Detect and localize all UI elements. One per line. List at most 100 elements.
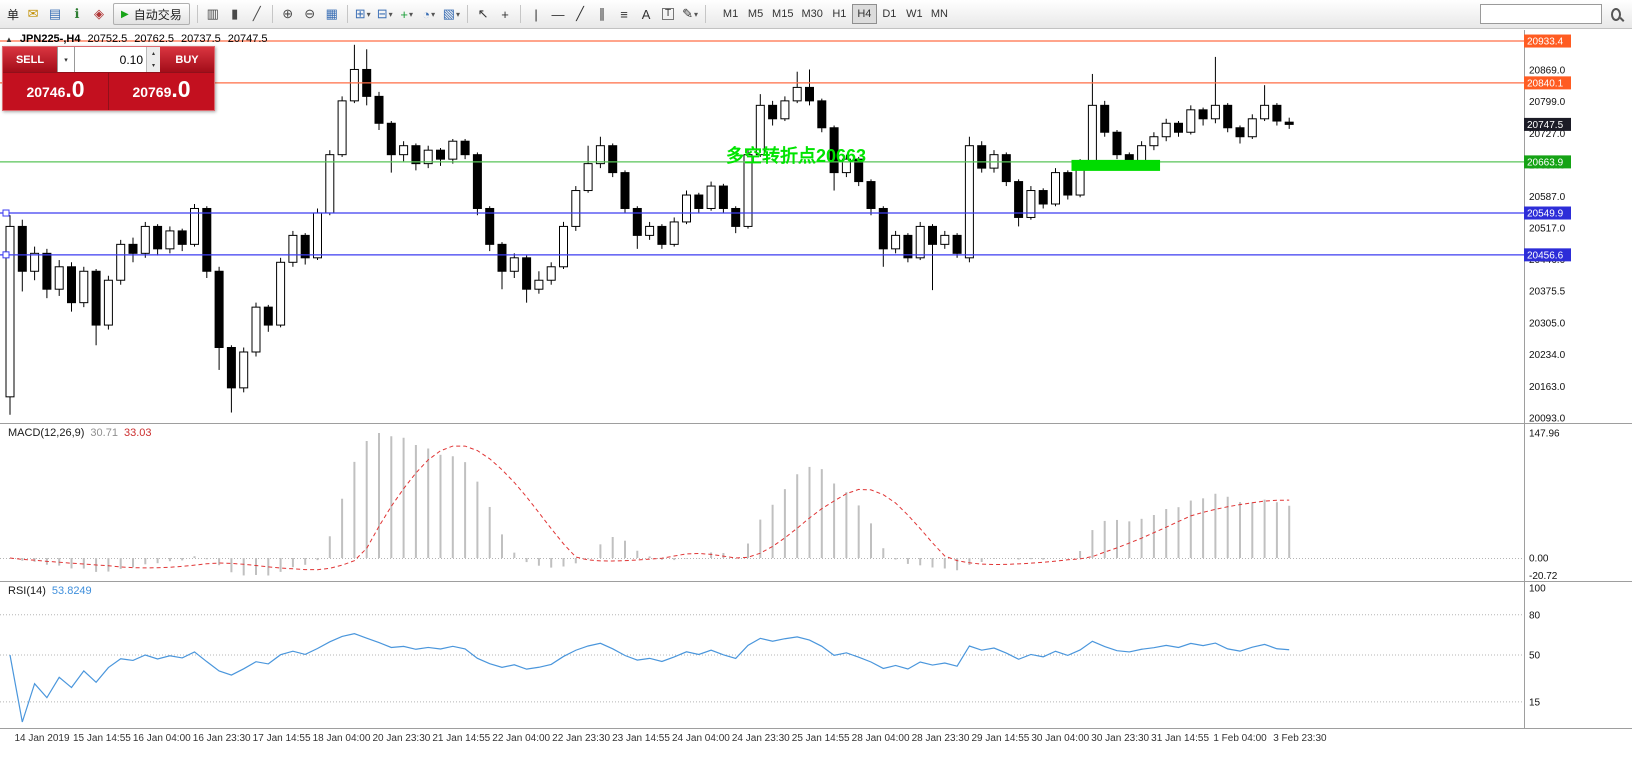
- expert-advisors-icon: ◈: [94, 6, 105, 21]
- templates-icon: ▧: [442, 6, 456, 21]
- toolbar-separator: [271, 5, 273, 23]
- svg-text:20456.6: 20456.6: [1527, 250, 1564, 261]
- sell-price[interactable]: 20746.0: [3, 73, 109, 110]
- one-click-trading-panel: SELL ▾ ▴ ▾ BUY 20746.0 20769.0: [2, 46, 215, 111]
- horizontal-line-icon: —: [551, 6, 565, 22]
- svg-text:20663.9: 20663.9: [1527, 157, 1564, 168]
- timeframe-m5[interactable]: M5: [743, 4, 768, 24]
- chevron-down-icon: ▾: [456, 9, 461, 19]
- rsi-label: RSI(14) 53.8249: [8, 585, 92, 597]
- arrows-button[interactable]: ✎ ▾: [679, 3, 701, 25]
- level-highlight: [1071, 159, 1161, 171]
- buy-button[interactable]: BUY: [160, 47, 214, 72]
- svg-text:21 Jan 14:55: 21 Jan 14:55: [432, 733, 490, 744]
- svg-text:15 Jan 14:55: 15 Jan 14:55: [73, 733, 131, 744]
- fibonacci-button[interactable]: ≡: [613, 3, 635, 25]
- bar-chart-button[interactable]: ▥: [202, 3, 224, 25]
- channel-button[interactable]: ∥: [591, 3, 613, 25]
- chevron-down-icon: ▾: [64, 56, 68, 64]
- expert-advisors-button[interactable]: ◈: [88, 3, 110, 25]
- timeframe-d1[interactable]: D1: [877, 4, 902, 24]
- search-button[interactable]: [1604, 3, 1628, 25]
- line-chart-button[interactable]: ╱: [246, 3, 268, 25]
- volume-input[interactable]: [75, 47, 146, 72]
- tile-windows-button[interactable]: ▦: [321, 3, 343, 25]
- chart-symbol-period: JPN225-,H4: [19, 33, 81, 45]
- text-button[interactable]: A: [635, 3, 657, 25]
- spin-up-icon: ▴: [147, 47, 160, 60]
- new-chart-button[interactable]: ⊞ ▾: [352, 3, 374, 25]
- timeframe-h4[interactable]: H4: [851, 4, 877, 24]
- new-order-icon: ✉: [27, 6, 39, 21]
- vertical-line-button[interactable]: |: [525, 3, 547, 25]
- text-label-button[interactable]: T: [657, 3, 679, 25]
- horizontal-line-button[interactable]: —: [547, 3, 569, 25]
- symbol-search-input[interactable]: [1480, 4, 1602, 24]
- autotrade-button[interactable]: ▶ 自动交易: [113, 3, 190, 25]
- trendline-icon: ╱: [576, 6, 584, 21]
- timeframe-m1[interactable]: M1: [718, 4, 743, 24]
- indicators-button[interactable]: + ▾: [396, 3, 418, 25]
- svg-text:15: 15: [1529, 697, 1541, 708]
- bar-chart-icon: ▥: [206, 6, 219, 21]
- svg-text:20799.0: 20799.0: [1529, 97, 1566, 108]
- timeframe-m15[interactable]: M15: [768, 4, 797, 24]
- one-click-controls: SELL ▾ ▴ ▾ BUY: [3, 47, 214, 73]
- cursor-button[interactable]: ↖: [472, 3, 494, 25]
- svg-text:14 Jan 2019: 14 Jan 2019: [14, 733, 69, 744]
- svg-text:31 Jan 14:55: 31 Jan 14:55: [1151, 733, 1209, 744]
- timeframe-m30[interactable]: M30: [797, 4, 826, 24]
- current-price-badge: 20747.5: [1524, 117, 1571, 131]
- zoom-out-button[interactable]: ⊖: [299, 3, 321, 25]
- svg-text:3 Feb 23:30: 3 Feb 23:30: [1273, 733, 1327, 744]
- volume-field: ▴ ▾: [75, 47, 160, 72]
- svg-text:24 Jan 23:30: 24 Jan 23:30: [732, 733, 790, 744]
- buy-price[interactable]: 20769.0: [109, 73, 214, 110]
- autotrade-label: 自动交易: [133, 7, 182, 22]
- buy-price-main: 20769: [132, 84, 172, 100]
- tile-windows-icon: ▦: [325, 6, 338, 21]
- horizontal-levels[interactable]: [0, 40, 1524, 259]
- svg-text:20234.0: 20234.0: [1529, 350, 1566, 361]
- profiles-button[interactable]: ⊟ ▾: [374, 3, 396, 25]
- svg-text:20305.0: 20305.0: [1529, 318, 1566, 329]
- level-badges[interactable]: 20933.4 20840.1 20663.9 20549.9 20456.6: [1524, 34, 1571, 262]
- macd-value: 30.71: [90, 427, 118, 439]
- svg-text:50: 50: [1529, 651, 1541, 662]
- svg-text:20727.0: 20727.0: [1529, 129, 1566, 140]
- candlestick-chart-button[interactable]: ▮: [224, 3, 246, 25]
- timeframe-mn[interactable]: MN: [927, 4, 952, 24]
- line-chart-icon: ╱: [252, 6, 261, 21]
- new-order-button[interactable]: ✉: [22, 3, 44, 25]
- svg-text:20869.0: 20869.0: [1529, 65, 1566, 76]
- periods-button[interactable]: ◔ ▾: [418, 3, 440, 25]
- sell-price-pips: .0: [65, 76, 85, 102]
- zoom-in-button[interactable]: ⊕: [277, 3, 299, 25]
- svg-text:1 Feb 04:00: 1 Feb 04:00: [1213, 733, 1267, 744]
- time-axis[interactable]: 14 Jan 2019 15 Jan 14:55 16 Jan 04:00 16 Ja…: [14, 733, 1327, 744]
- templates-button[interactable]: ▧ ▾: [440, 3, 463, 25]
- timeframe-w1[interactable]: W1: [902, 4, 927, 24]
- svg-text:80: 80: [1529, 610, 1541, 621]
- cursor-icon: ↖: [477, 6, 489, 21]
- toolbar-search: [1480, 3, 1628, 25]
- svg-text:20517.0: 20517.0: [1529, 223, 1566, 234]
- market-watch-button[interactable]: ▤: [44, 3, 66, 25]
- timeframe-h1[interactable]: H1: [827, 4, 852, 24]
- data-window-button[interactable]: ℹ: [66, 3, 88, 25]
- chevron-down-icon: ▾: [431, 9, 436, 19]
- oneclick-toggle-icon[interactable]: ▲: [5, 34, 13, 44]
- sell-button[interactable]: SELL: [3, 47, 57, 72]
- rsi-indicator: 100 80 50 15: [0, 584, 1546, 723]
- crosshair-button[interactable]: +: [494, 3, 516, 25]
- svg-text:20 Jan 23:30: 20 Jan 23:30: [372, 733, 430, 744]
- sell-price-main: 20746: [26, 84, 66, 100]
- volume-stepper[interactable]: ▴ ▾: [146, 47, 160, 72]
- svg-text:24 Jan 04:00: 24 Jan 04:00: [672, 733, 730, 744]
- svg-text:20093.0: 20093.0: [1529, 413, 1566, 424]
- svg-text:100: 100: [1529, 584, 1546, 595]
- order-type-dropdown[interactable]: ▾: [57, 47, 75, 72]
- trendline-button[interactable]: ╱: [569, 3, 591, 25]
- text-icon: A: [641, 6, 651, 22]
